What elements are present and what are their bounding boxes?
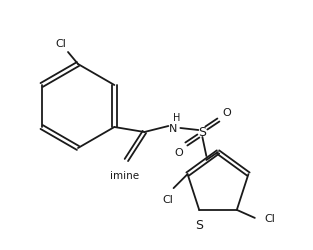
Text: O: O <box>174 148 183 157</box>
Text: Cl: Cl <box>162 194 173 204</box>
Text: H: H <box>173 112 180 122</box>
Text: imine: imine <box>110 170 139 180</box>
Text: N: N <box>169 124 177 134</box>
Text: S: S <box>195 218 203 231</box>
Text: O: O <box>222 108 231 118</box>
Text: S: S <box>198 126 206 139</box>
Text: Cl: Cl <box>265 213 276 223</box>
Text: Cl: Cl <box>56 39 66 49</box>
